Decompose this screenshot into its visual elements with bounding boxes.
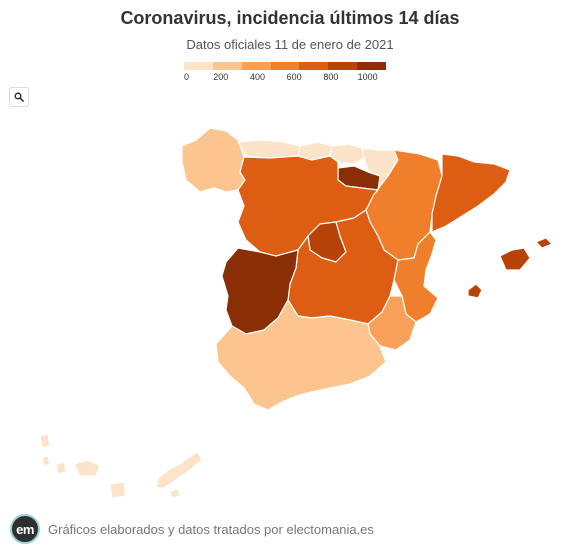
legend-tick-label: 200 xyxy=(213,72,229,82)
zoom-button[interactable] xyxy=(9,87,29,107)
color-legend: 0 200 400 600 800 1000 xyxy=(184,62,387,84)
region-galicia[interactable] xyxy=(181,127,246,193)
legend-color-scale xyxy=(184,62,387,70)
legend-swatch xyxy=(184,62,213,70)
page-title: Coronavirus, incidencia últimos 14 días xyxy=(120,8,460,28)
page-subtitle: Datos oficiales 11 de enero de 2021 xyxy=(186,37,394,52)
electomania-logo: em xyxy=(10,514,40,544)
legend-tick-label: 0 xyxy=(184,72,190,82)
region-cataluna[interactable] xyxy=(431,153,511,233)
legend-swatch xyxy=(299,62,329,70)
legend-tick-label: 600 xyxy=(286,72,302,82)
footer: em Gráficos elaborados y datos tratados … xyxy=(10,514,374,544)
legend-tick-label: 1000 xyxy=(357,72,378,82)
region-murcia[interactable] xyxy=(367,295,417,351)
region-islas-canarias[interactable] xyxy=(39,433,203,499)
region-islas-baleares[interactable] xyxy=(467,237,553,299)
region-andalucia[interactable] xyxy=(215,299,387,411)
legend-swatch xyxy=(212,62,242,70)
logo-text: em xyxy=(16,521,34,537)
legend-swatch xyxy=(328,62,358,70)
region-asturias[interactable] xyxy=(237,139,301,159)
legend-swatch xyxy=(241,62,271,70)
credit-text: Gráficos elaborados y datos tratados por… xyxy=(48,521,374,537)
legend-swatch xyxy=(357,62,387,70)
legend-swatch xyxy=(270,62,300,70)
legend-tick-label: 800 xyxy=(323,72,339,82)
legend-tick-label: 400 xyxy=(249,72,265,82)
search-icon xyxy=(14,92,24,102)
legend-ticks: 0 200 400 600 800 1000 xyxy=(184,72,386,84)
